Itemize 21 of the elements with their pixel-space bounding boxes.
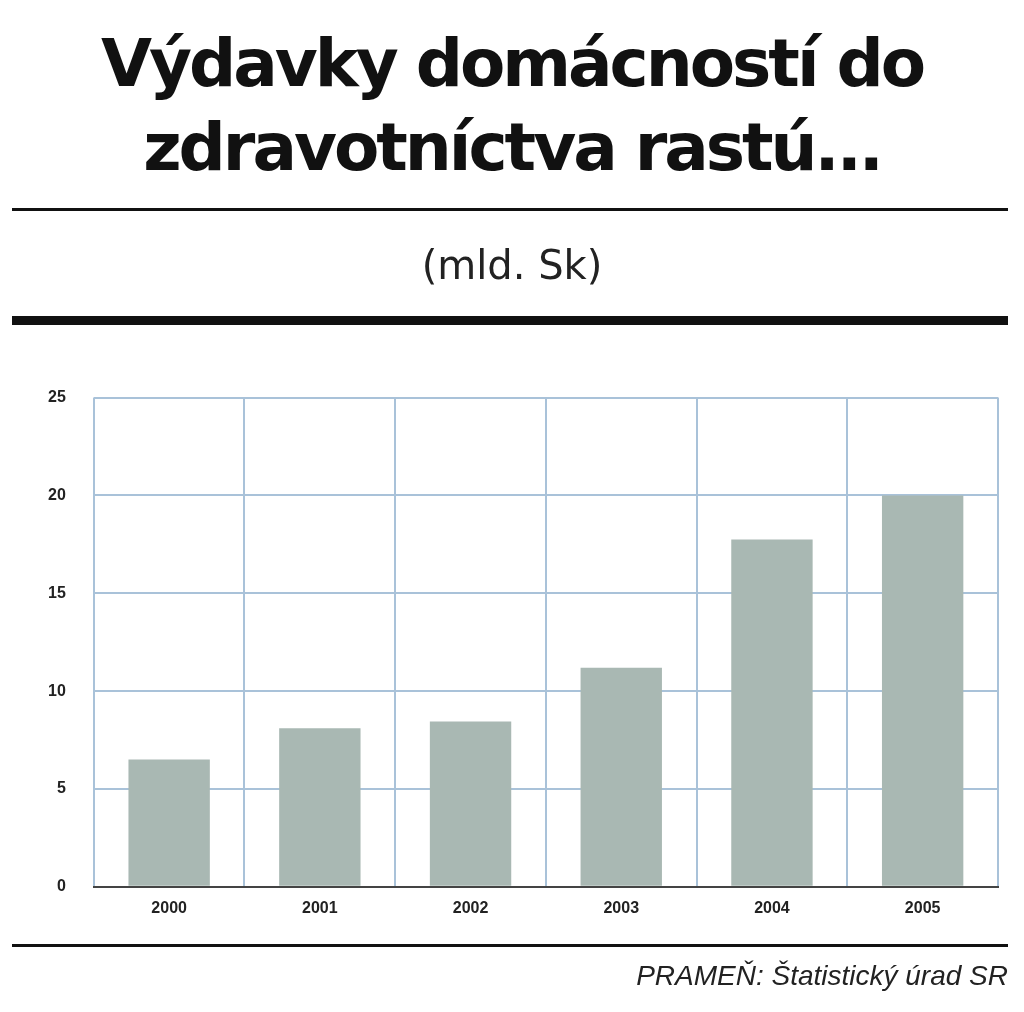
- chart-subtitle: (mld. Sk): [420, 242, 604, 288]
- bar: [429, 721, 512, 886]
- x-tick-label: 2000: [151, 898, 188, 916]
- chart-title: Výdavky domácností do zdravotníctva rastú...: [99, 24, 925, 188]
- bar: [279, 728, 361, 886]
- y-tick-label: 10: [48, 681, 66, 699]
- bar: [580, 667, 662, 886]
- x-tick-label: 2004: [754, 898, 790, 916]
- text: PRAMEŇ: Štatistický úrad SR: [636, 960, 1008, 992]
- bar: [881, 495, 964, 886]
- x-tick-label: 2002: [452, 898, 489, 916]
- y-tick-label: 15: [48, 583, 66, 601]
- y-tick-label: 20: [48, 485, 66, 503]
- bar: [128, 759, 210, 886]
- y-tick-label: 5: [56, 779, 66, 797]
- y-tick-label: 25: [48, 388, 66, 406]
- y-tick-label: 0: [56, 877, 66, 895]
- bar: [731, 539, 813, 886]
- x-tick-label: 2005: [904, 898, 941, 916]
- x-tick-label: 2001: [302, 898, 338, 916]
- x-tick-label: 2003: [603, 898, 640, 916]
